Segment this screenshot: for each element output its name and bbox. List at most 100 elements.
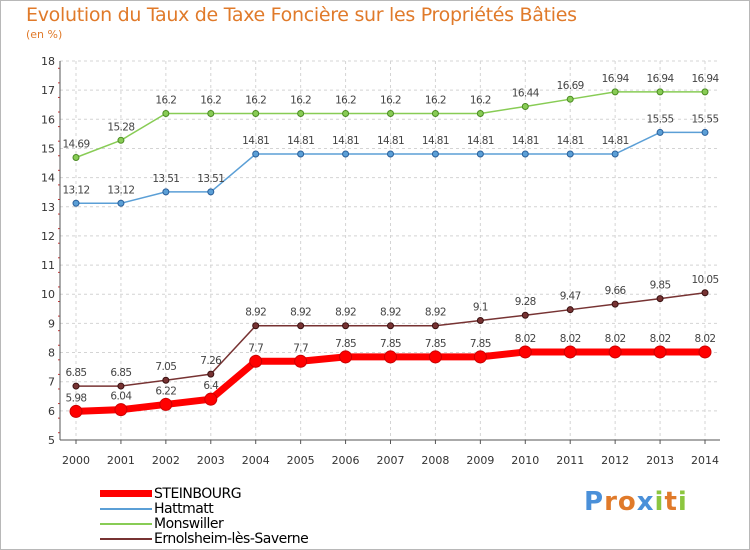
data-label-hattmatt: 14.81: [422, 135, 449, 147]
data-label-monswiller: 16.2: [470, 94, 491, 106]
data-point-monswiller: [566, 95, 574, 103]
data-label-hattmatt: 13.51: [152, 173, 179, 185]
data-point-monswiller: [252, 109, 260, 117]
y-tick-label: 16: [41, 113, 55, 126]
data-point-steinbourg: [518, 345, 532, 359]
data-point-monswiller: [431, 109, 439, 117]
data-label-steinbourg: 8.02: [515, 333, 536, 345]
legend-label-monswiller: Monswiller: [154, 515, 224, 532]
data-point-hattmatt: [297, 150, 305, 158]
data-point-hattmatt: [431, 150, 439, 158]
data-point-steinbourg: [249, 354, 263, 368]
data-label-hattmatt: 14.81: [377, 135, 404, 147]
data-point-monswiller: [611, 88, 619, 96]
data-label-hattmatt: 14.81: [557, 135, 584, 147]
data-point-steinbourg: [698, 345, 712, 359]
data-point-ernolsheim: [162, 376, 170, 384]
data-point-monswiller: [207, 109, 215, 117]
logo-letter: t: [664, 487, 678, 517]
data-label-ernolsheim: 8.92: [335, 307, 356, 319]
data-label-hattmatt: 15.55: [691, 113, 718, 125]
x-tick-label: 2001: [107, 454, 135, 467]
data-label-steinbourg: 6.4: [203, 380, 219, 392]
data-point-ernolsheim: [701, 289, 709, 297]
data-label-hattmatt: 13.51: [197, 173, 224, 185]
data-point-hattmatt: [342, 150, 350, 158]
data-point-ernolsheim: [117, 382, 125, 390]
x-tick-label: 2013: [646, 454, 674, 467]
data-point-ernolsheim: [566, 306, 574, 314]
data-point-monswiller: [387, 109, 394, 117]
data-point-steinbourg: [294, 354, 308, 368]
data-label-monswiller: 16.2: [290, 94, 311, 106]
data-point-monswiller: [701, 88, 709, 96]
data-point-ernolsheim: [252, 322, 260, 330]
data-point-steinbourg: [384, 350, 397, 364]
data-label-steinbourg: 7.7: [248, 342, 263, 354]
data-point-monswiller: [342, 109, 350, 117]
y-tick-label: 15: [41, 142, 55, 155]
data-label-steinbourg: 6.04: [110, 391, 132, 403]
logo-letter: o: [617, 487, 637, 517]
x-tick-label: 2006: [332, 454, 360, 467]
y-tick-label: 11: [41, 259, 55, 272]
y-tick-label: 8: [48, 347, 55, 360]
data-point-steinbourg: [159, 397, 173, 411]
x-tick-label: 2000: [62, 454, 90, 467]
data-point-hattmatt: [162, 188, 170, 196]
data-point-hattmatt: [207, 188, 215, 196]
data-label-steinbourg: 7.85: [425, 338, 446, 350]
x-tick-label: 2003: [197, 454, 225, 467]
data-label-hattmatt: 14.81: [512, 135, 539, 147]
y-tick-label: 5: [48, 434, 55, 447]
data-label-hattmatt: 14.81: [242, 135, 269, 147]
data-point-monswiller: [656, 88, 664, 96]
data-point-steinbourg: [428, 350, 442, 364]
data-point-monswiller: [476, 109, 484, 117]
logo-letter: i: [654, 487, 665, 517]
data-point-hattmatt: [387, 150, 394, 158]
data-point-hattmatt: [656, 128, 664, 136]
data-label-monswiller: 16.2: [200, 94, 221, 106]
data-point-ernolsheim: [387, 322, 394, 330]
data-label-monswiller: 16.44: [512, 87, 540, 99]
legend-label-ernolsheim: Ernolsheim-lès-Saverne: [154, 530, 309, 547]
data-label-hattmatt: 13.12: [107, 184, 134, 196]
y-tick-label: 13: [41, 201, 55, 214]
data-point-hattmatt: [72, 199, 80, 207]
data-label-monswiller: 16.2: [245, 94, 266, 106]
data-label-ernolsheim: 9.1: [473, 301, 488, 313]
data-point-ernolsheim: [656, 295, 664, 303]
data-label-ernolsheim: 8.92: [245, 307, 266, 319]
data-label-ernolsheim: 8.92: [425, 307, 446, 319]
data-label-steinbourg: 5.98: [66, 392, 87, 404]
chart-title: Evolution du Taux de Taxe Foncière sur l…: [26, 4, 577, 26]
data-point-steinbourg: [653, 345, 667, 359]
data-point-monswiller: [162, 109, 170, 117]
data-label-steinbourg: 8.02: [695, 333, 716, 345]
data-point-ernolsheim: [207, 370, 215, 378]
x-tick-label: 2007: [377, 454, 405, 467]
data-label-steinbourg: 8.02: [560, 333, 581, 345]
data-point-ernolsheim: [297, 322, 305, 330]
y-tick-label: 10: [41, 288, 55, 301]
legend-swatch-hattmatt: [100, 507, 152, 510]
data-label-hattmatt: 15.55: [647, 113, 674, 125]
data-point-hattmatt: [521, 150, 529, 158]
data-label-ernolsheim: 9.47: [560, 291, 581, 303]
logo-letter: P: [584, 487, 605, 517]
data-label-ernolsheim: 9.85: [650, 280, 671, 292]
legend-swatch-ernolsheim: [100, 537, 152, 540]
data-point-steinbourg: [69, 404, 83, 418]
series-layer: [69, 88, 712, 418]
data-label-monswiller: 16.94: [602, 73, 630, 85]
data-point-hattmatt: [476, 150, 484, 158]
data-point-ernolsheim: [431, 322, 439, 330]
data-label-steinbourg: 6.22: [155, 385, 176, 397]
data-point-ernolsheim: [521, 311, 529, 319]
x-tick-label: 2008: [421, 454, 449, 467]
data-point-hattmatt: [117, 199, 125, 207]
data-label-steinbourg: 7.85: [335, 338, 356, 350]
data-label-hattmatt: 14.81: [467, 135, 494, 147]
